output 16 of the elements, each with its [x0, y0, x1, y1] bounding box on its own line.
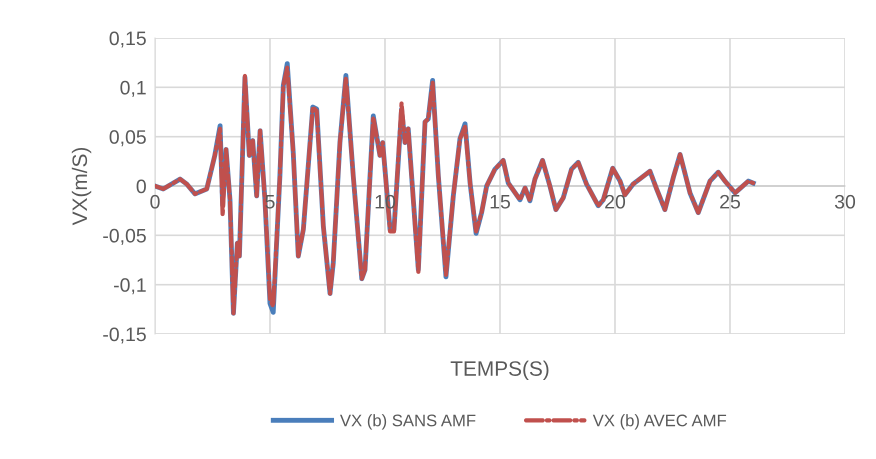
- y-axis-title: VX(m/S): [72, 148, 92, 226]
- x-axis-title: TEMPS(S): [450, 360, 548, 380]
- x-tick-label: 30: [834, 194, 856, 209]
- y-tick-label: 0,05: [110, 130, 146, 146]
- x-tick-label: 15: [490, 195, 510, 209]
- y-tick-label: -0,15: [103, 327, 146, 344]
- legend-label: VX (b) AVEC AMF: [592, 414, 726, 430]
- x-tick-label: 25: [720, 194, 740, 209]
- x-tick-label: 0: [150, 194, 160, 209]
- y-tick-label: 0,15: [110, 31, 146, 48]
- x-tick-label: 20: [605, 194, 626, 209]
- legend-label: VX (b) SANS AMF: [340, 414, 476, 430]
- y-tick-label: 0: [136, 179, 146, 194]
- y-tick-label: 0,1: [120, 80, 146, 97]
- y-tick-label: -0,1: [114, 278, 146, 294]
- y-tick-label: -0,05: [103, 228, 146, 245]
